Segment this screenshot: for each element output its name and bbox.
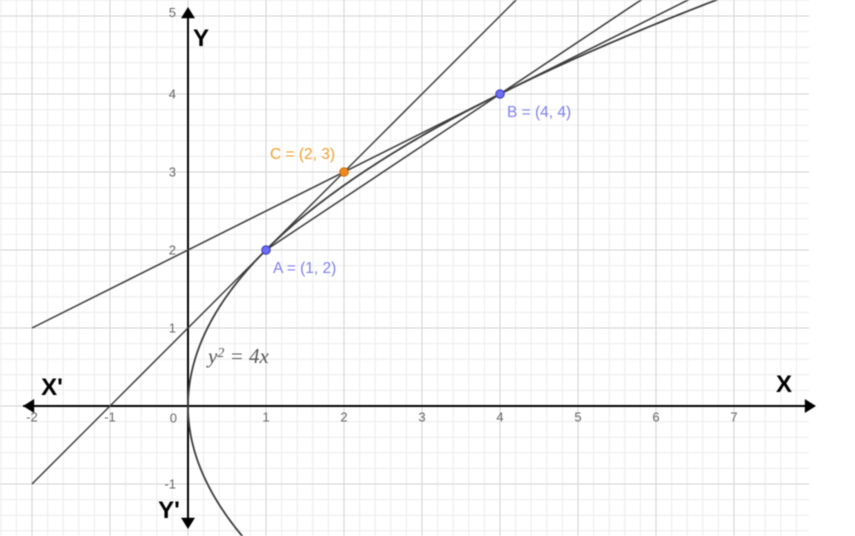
- svg-text:2: 2: [169, 243, 176, 258]
- svg-text:6: 6: [652, 410, 659, 425]
- svg-text:7: 7: [730, 410, 737, 425]
- svg-text:0: 0: [170, 411, 177, 426]
- svg-text:X: X: [776, 371, 792, 398]
- svg-text:-2: -2: [26, 410, 38, 425]
- svg-text:-1: -1: [104, 410, 116, 425]
- svg-text:Y': Y': [158, 497, 180, 524]
- svg-text:y2 = 4x: y2 = 4x: [206, 344, 269, 368]
- svg-text:1: 1: [262, 410, 269, 425]
- svg-text:4: 4: [169, 87, 176, 102]
- svg-text:-1: -1: [164, 477, 176, 492]
- svg-text:5: 5: [574, 410, 581, 425]
- svg-text:5: 5: [169, 5, 176, 20]
- svg-text:2: 2: [340, 410, 347, 425]
- svg-text:Y: Y: [193, 25, 209, 52]
- svg-text:C = (2, 3): C = (2, 3): [270, 146, 335, 163]
- svg-text:A = (1, 2): A = (1, 2): [273, 260, 336, 277]
- svg-text:4: 4: [496, 410, 503, 425]
- svg-text:B = (4, 4): B = (4, 4): [507, 104, 571, 121]
- svg-text:3: 3: [418, 410, 425, 425]
- svg-text:3: 3: [169, 165, 176, 180]
- svg-text:1: 1: [169, 321, 176, 336]
- svg-text:X': X': [41, 374, 63, 401]
